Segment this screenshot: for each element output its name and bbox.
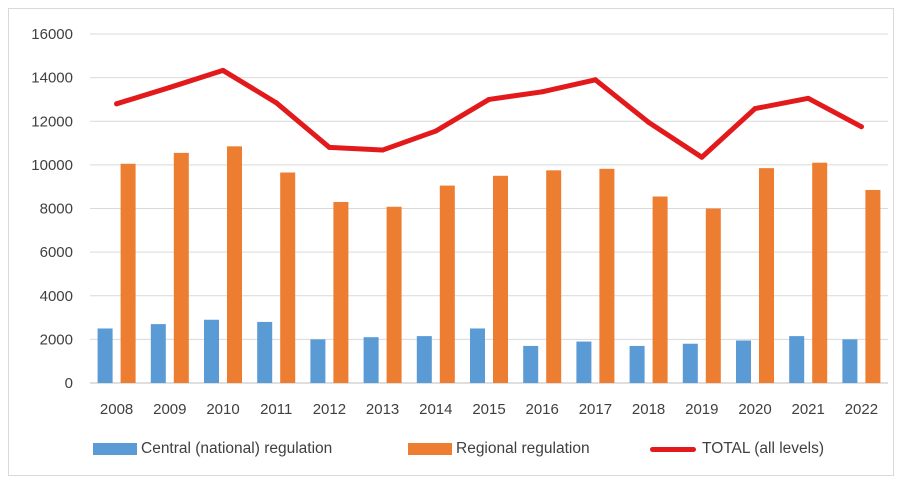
legend-swatch-regional <box>408 443 452 455</box>
bar-central-2011 <box>257 321 273 383</box>
bar-regional-2011 <box>280 172 296 383</box>
legend: Central (national) regulation Regional r… <box>0 440 898 464</box>
point-total-2014 <box>433 128 439 134</box>
legend-item-total: TOTAL (all levels) <box>650 440 824 458</box>
y-axis: 0 2000 4000 6000 8000 10000 12000 14000 16000 <box>31 26 73 392</box>
y-tick-label: 14000 <box>31 70 73 87</box>
y-tick-label: 2000 <box>40 331 73 348</box>
y-tick-label: 10000 <box>31 157 73 174</box>
bar-regional-2009 <box>173 152 189 383</box>
point-total-2009 <box>167 84 173 90</box>
legend-label-central: Central (national) regulation <box>141 440 333 457</box>
x-tick-label: 2018 <box>632 401 665 418</box>
point-total-2010 <box>220 67 226 73</box>
x-tick-label: 2020 <box>738 401 771 418</box>
bar-regional-2018 <box>652 196 668 383</box>
point-total-2017 <box>592 77 598 83</box>
bar-central-2016 <box>523 345 539 383</box>
x-tick-label: 2012 <box>313 401 346 418</box>
legend-item-central: Central (national) regulation <box>93 440 332 458</box>
bar-central-2020 <box>736 340 751 383</box>
bar-central-2009 <box>150 324 166 383</box>
bar-regional-2012 <box>333 201 349 383</box>
legend-item-regional: Regional regulation <box>408 440 590 458</box>
line-total <box>114 67 864 160</box>
legend-swatch-central <box>93 443 137 455</box>
x-tick-label: 2013 <box>366 401 399 418</box>
point-total-2016 <box>539 89 545 95</box>
bar-central-2019 <box>682 343 698 383</box>
x-tick-label: 2011 <box>260 401 292 418</box>
point-total-2008 <box>114 101 120 107</box>
bar-central-2010 <box>204 319 219 383</box>
point-total-2020 <box>752 106 758 112</box>
x-tick-label: 2010 <box>206 401 239 418</box>
bar-regional-2013 <box>386 206 402 383</box>
x-tick-label: 2008 <box>100 401 133 418</box>
x-tick-label: 2009 <box>153 401 186 418</box>
bar-regional-2010 <box>227 146 242 383</box>
bar-regional-2017 <box>599 168 615 383</box>
bar-regional-2021 <box>812 162 828 383</box>
point-total-2021 <box>805 95 811 101</box>
y-tick-label: 0 <box>65 375 73 392</box>
x-tick-label: 2017 <box>579 401 612 418</box>
bars <box>97 146 881 383</box>
bar-central-2017 <box>576 341 592 383</box>
y-tick-label: 12000 <box>31 113 73 130</box>
y-tick-label: 4000 <box>40 288 73 305</box>
x-tick-label: 2019 <box>685 401 718 418</box>
bar-central-2013 <box>363 337 379 383</box>
bar-regional-2015 <box>493 175 508 383</box>
bar-central-2014 <box>416 336 432 383</box>
legend-label-regional: Regional regulation <box>456 440 590 457</box>
legend-label-total: TOTAL (all levels) <box>702 440 825 457</box>
x-axis: 2008 2009 2010 2011 2012 2013 2014 2015 2016 2017… <box>100 401 878 418</box>
x-tick-label: 2022 <box>845 401 878 418</box>
x-tick-label: 2021 <box>792 401 825 418</box>
bar-central-2015 <box>470 328 485 383</box>
x-tick-label: 2015 <box>472 401 505 418</box>
x-tick-label: 2016 <box>526 401 559 418</box>
point-total-2012 <box>326 144 332 150</box>
y-tick-label: 16000 <box>31 26 73 43</box>
total-line <box>114 67 864 160</box>
bar-central-2018 <box>629 345 645 383</box>
bar-central-2008 <box>97 328 113 383</box>
bar-regional-2019 <box>705 208 721 383</box>
bar-regional-2014 <box>439 185 455 383</box>
gridlines <box>90 33 888 384</box>
point-total-2013 <box>380 147 386 153</box>
bar-regional-2022 <box>865 189 881 383</box>
bar-central-2012 <box>310 339 326 383</box>
x-tick-label: 2014 <box>419 401 452 418</box>
point-total-2011 <box>273 100 279 106</box>
point-total-2018 <box>646 119 652 125</box>
bar-regional-2016 <box>546 170 562 383</box>
point-total-2022 <box>858 124 864 130</box>
point-total-2015 <box>486 96 492 102</box>
bar-regional-2020 <box>759 168 774 383</box>
y-tick-label: 8000 <box>40 201 73 218</box>
legend-swatch-total <box>650 446 696 452</box>
y-tick-label: 6000 <box>40 244 73 261</box>
point-total-2019 <box>699 154 705 160</box>
bar-regional-2008 <box>120 163 136 383</box>
bar-central-2021 <box>789 336 805 383</box>
bar-central-2022 <box>842 339 858 383</box>
